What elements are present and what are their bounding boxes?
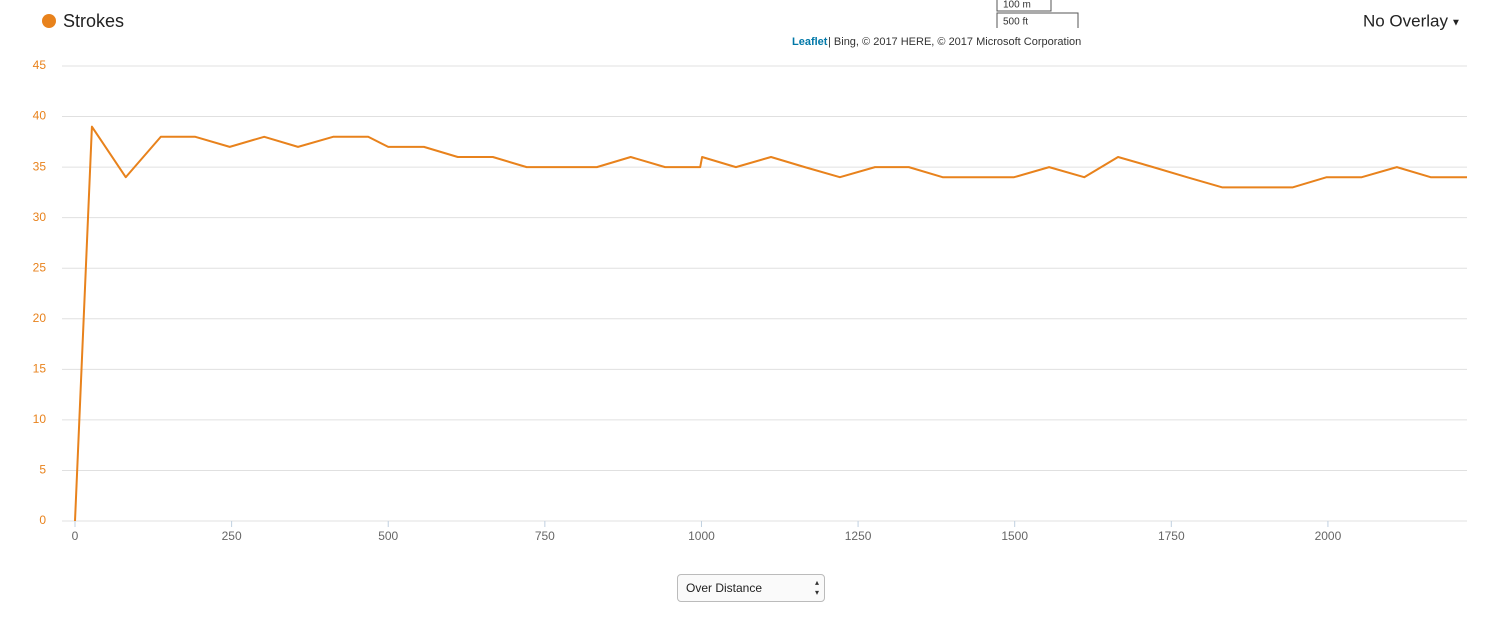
data-line: [74, 125, 1467, 522]
x-tick-label: 1250: [845, 529, 872, 543]
y-tick-label: 10: [33, 412, 47, 426]
y-tick-label: 35: [33, 159, 47, 173]
legend-label[interactable]: Strokes: [63, 11, 124, 31]
scale-metric: 100 m: [1003, 0, 1031, 11]
y-tick-label: 40: [33, 109, 47, 123]
attribution-link[interactable]: Leaflet: [792, 36, 828, 48]
y-tick-label: 5: [39, 463, 46, 477]
map-scale: [996, 0, 1079, 28]
y-tick-label: 30: [33, 210, 47, 224]
y-tick-label: 20: [33, 311, 47, 325]
y-tick-label: 45: [33, 58, 47, 72]
x-tick-label: 2000: [1315, 529, 1342, 543]
y-tick-label: 0: [39, 513, 46, 527]
x-tick-label: 250: [222, 529, 242, 543]
x-tick-label: 0: [72, 529, 79, 543]
dropdown-arrow[interactable]: ▼: [1451, 18, 1461, 29]
x-tick-label: 1750: [1158, 529, 1185, 543]
y-tick-label: 15: [33, 362, 47, 376]
mode-select[interactable]: Over Distance: [677, 574, 825, 602]
overlay-dropdown[interactable]: No Overlay: [1363, 11, 1449, 30]
attribution-text: | Bing, © 2017 HERE, © 2017 Microsoft Co…: [828, 36, 1081, 48]
x-tick-label: 500: [378, 529, 398, 543]
x-tick-label: 750: [535, 529, 555, 543]
legend-marker: [42, 14, 56, 28]
scale-imperial: 500 ft: [1003, 17, 1028, 28]
x-tick-label: 1500: [1001, 529, 1028, 543]
y-tick-label: 25: [33, 260, 47, 274]
x-tick-label: 1000: [688, 529, 715, 543]
